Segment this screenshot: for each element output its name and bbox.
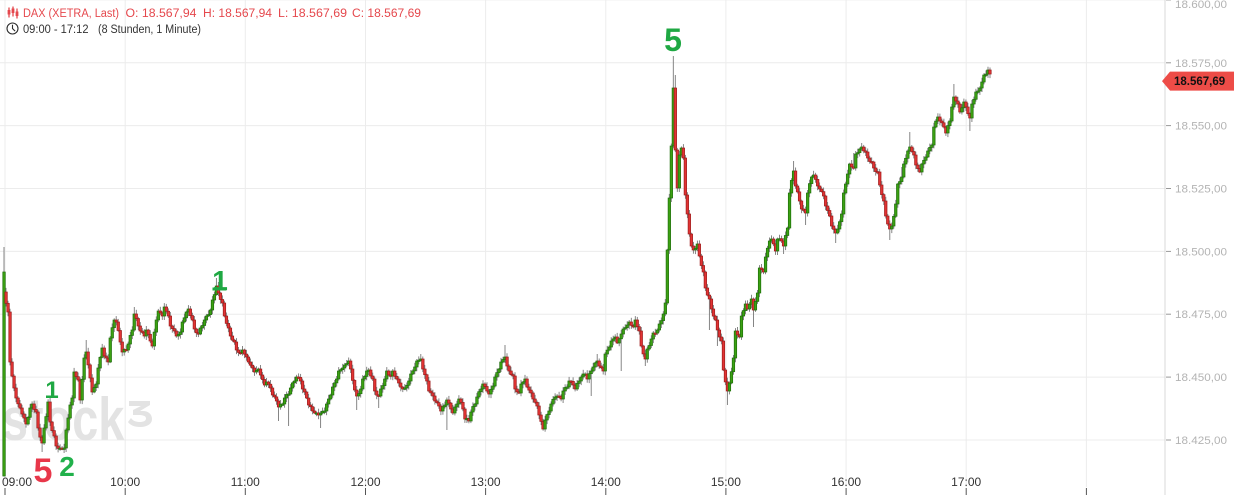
svg-text:2: 2: [59, 451, 75, 482]
svg-text:DAX (XETRA, Last): DAX (XETRA, Last): [23, 8, 119, 20]
svg-text:16:00: 16:00: [831, 475, 861, 489]
svg-text:09:00: 09:00: [2, 475, 32, 489]
svg-text:5: 5: [664, 22, 682, 58]
svg-text:10:00: 10:00: [110, 475, 140, 489]
svg-text:(8 Stunden, 1 Minute): (8 Stunden, 1 Minute): [98, 24, 201, 36]
svg-text:18.450,00: 18.450,00: [1175, 372, 1227, 384]
svg-text:stock: stock: [2, 386, 124, 453]
svg-text:18.425,00: 18.425,00: [1175, 435, 1227, 447]
svg-text:5: 5: [34, 452, 53, 490]
svg-text:18.525,00: 18.525,00: [1175, 184, 1227, 196]
svg-text:12:00: 12:00: [350, 475, 380, 489]
svg-text:14:00: 14:00: [591, 475, 621, 489]
svg-text:L: 18.567,69: L: 18.567,69: [278, 8, 347, 20]
svg-text:18.575,00: 18.575,00: [1175, 58, 1227, 70]
svg-text:09:00 - 17:12: 09:00 - 17:12: [23, 24, 89, 36]
svg-text:18.550,00: 18.550,00: [1175, 121, 1227, 133]
svg-text:18.475,00: 18.475,00: [1175, 309, 1227, 321]
svg-text:13:00: 13:00: [471, 475, 501, 489]
svg-text:C: 18.567,69: C: 18.567,69: [352, 8, 421, 20]
svg-text:1: 1: [45, 377, 58, 404]
svg-text:17:00: 17:00: [951, 475, 981, 489]
svg-text:11:00: 11:00: [231, 475, 260, 489]
svg-text:H: 18.567,94: H: 18.567,94: [203, 8, 273, 20]
svg-text:18.600,00: 18.600,00: [1175, 0, 1227, 11]
svg-text:15:00: 15:00: [711, 475, 741, 489]
svg-text:1: 1: [212, 265, 228, 296]
svg-text:O: 18.567,94: O: 18.567,94: [126, 8, 198, 20]
svg-text:18.567,69: 18.567,69: [1174, 76, 1225, 88]
svg-text:18.500,00: 18.500,00: [1175, 246, 1227, 258]
